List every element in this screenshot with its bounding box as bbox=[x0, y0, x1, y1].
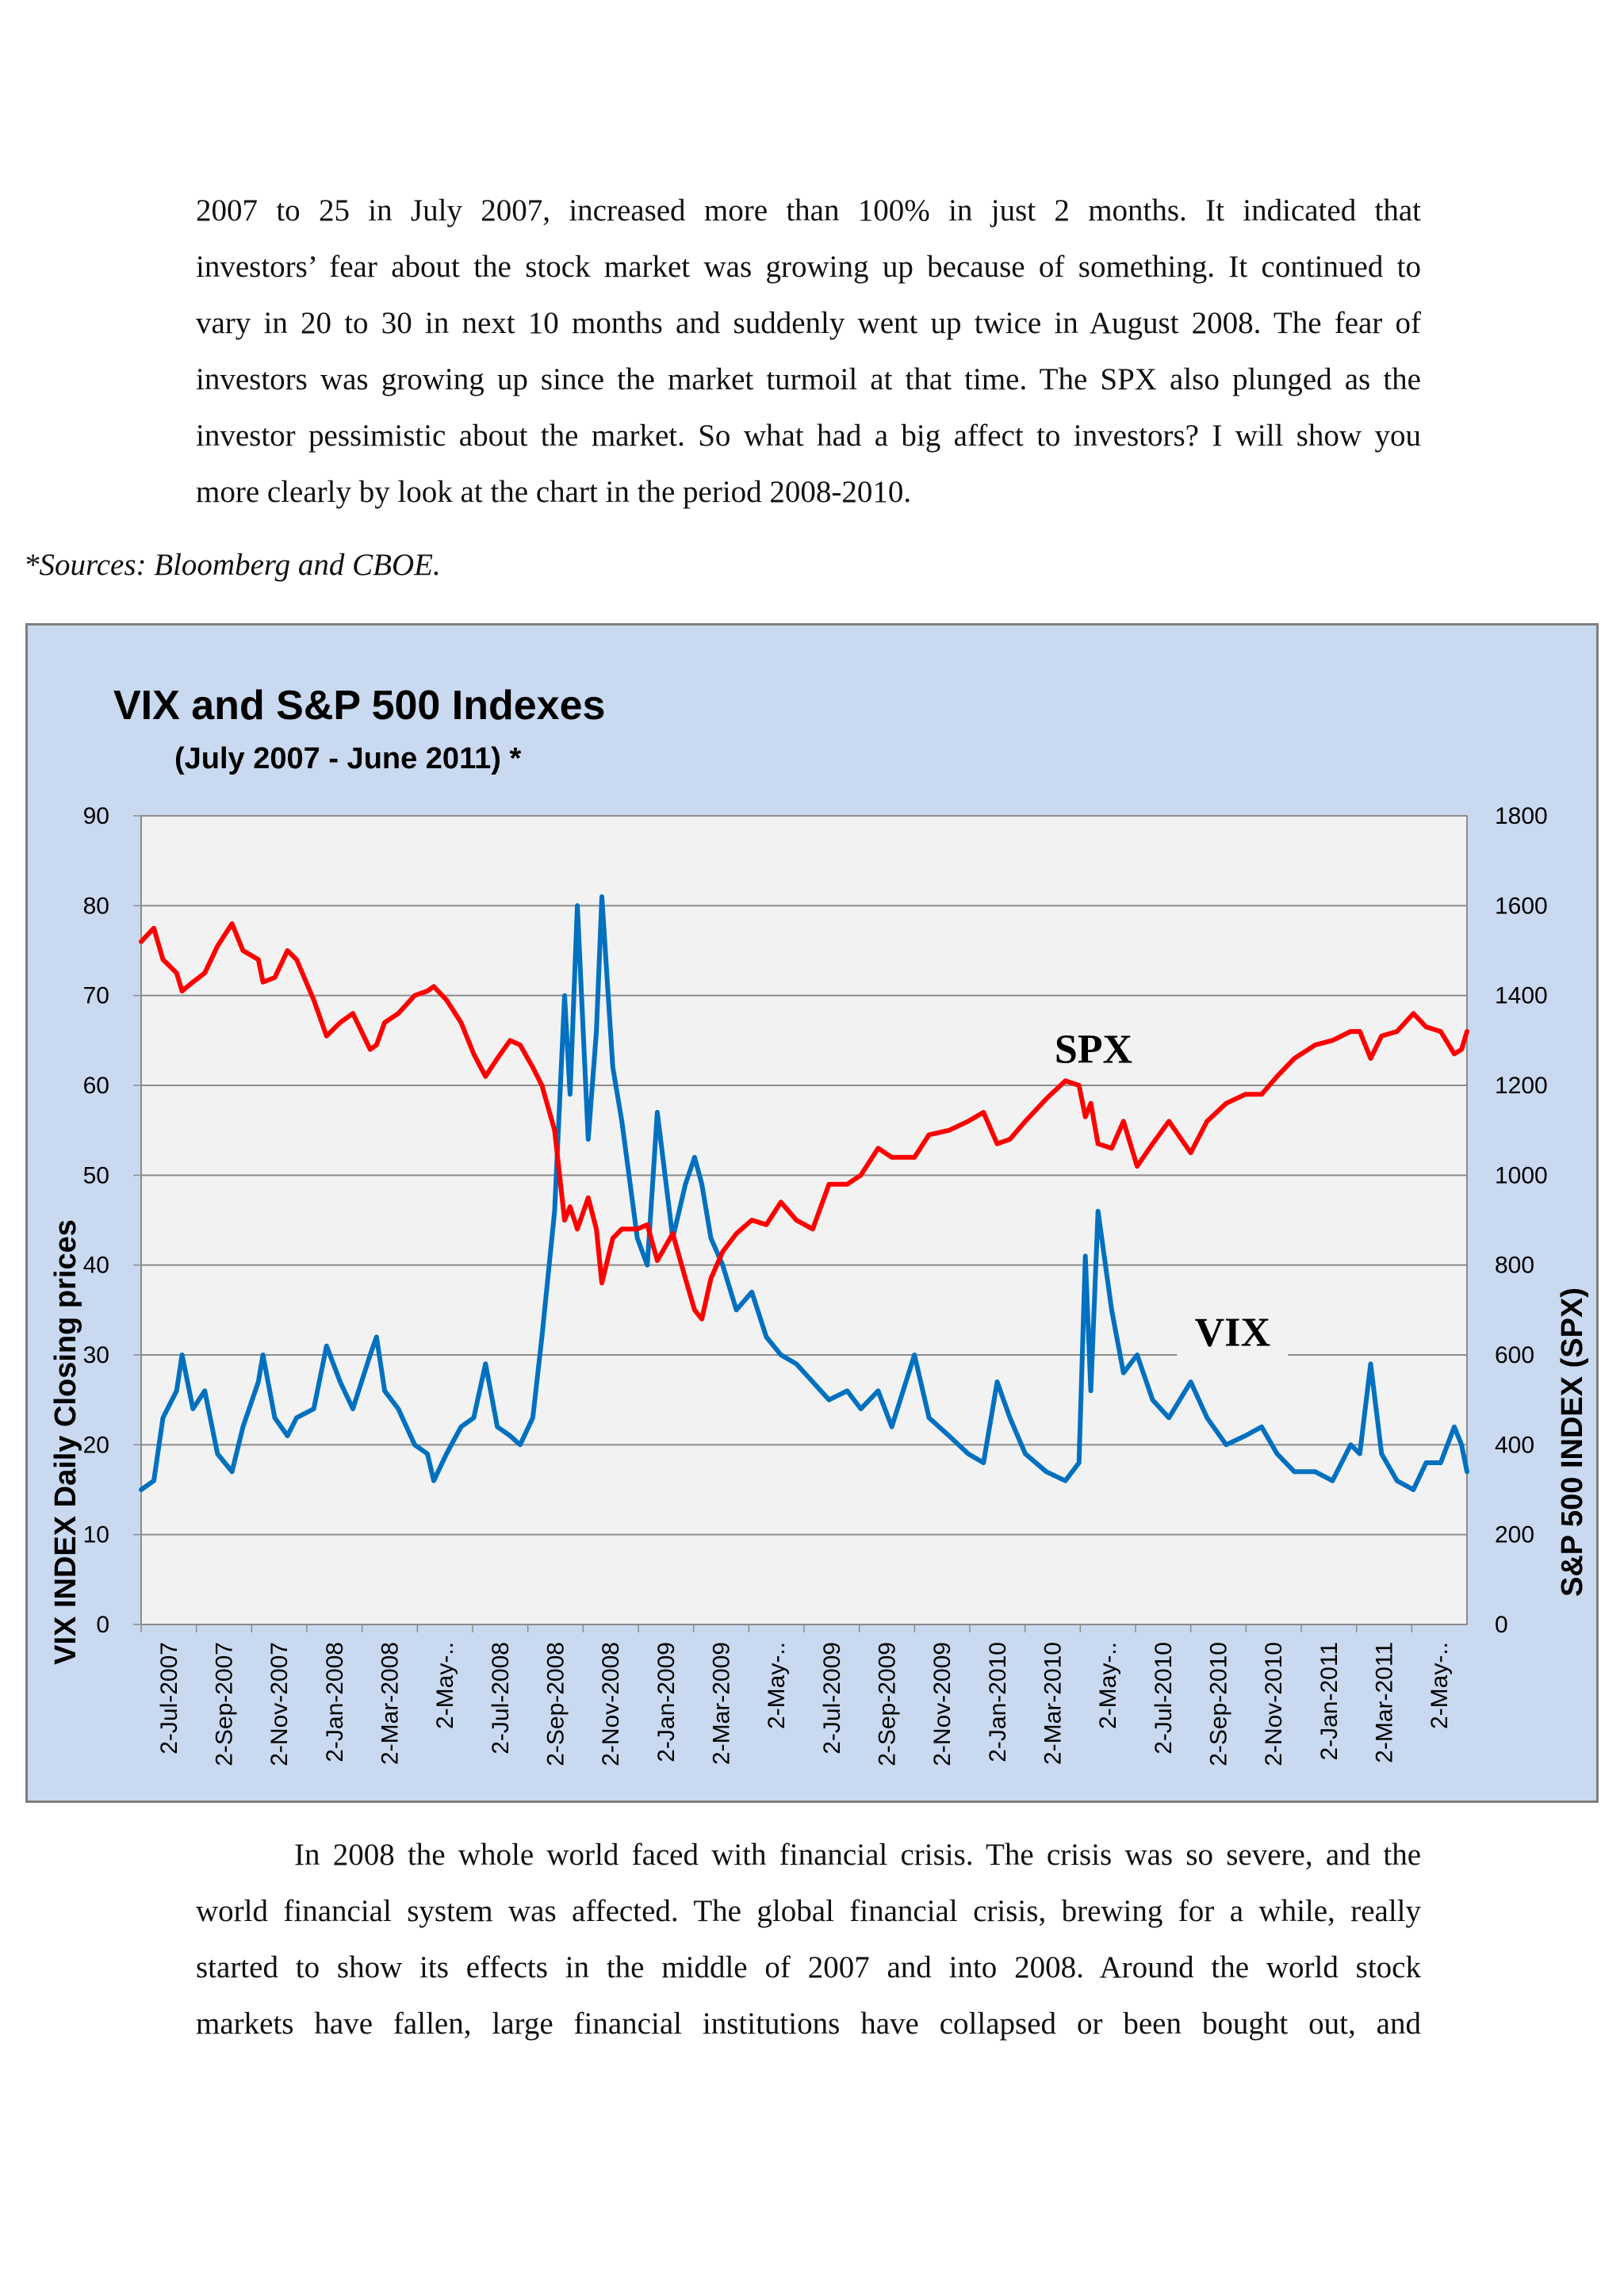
y-tick-label-left: 90 bbox=[83, 803, 109, 829]
x-tick-label: 2-Sep-2008 bbox=[543, 1642, 569, 1766]
x-tick-label: 2-Jul-2008 bbox=[488, 1642, 514, 1755]
y-tick-label-right: 0 bbox=[1495, 1612, 1508, 1638]
series-line-spx bbox=[139, 921, 1469, 1322]
chart: VIX and S&P 500 Indexes (July 2007 - Jun… bbox=[49, 683, 1589, 1766]
y-tick-label-right: 200 bbox=[1495, 1522, 1534, 1548]
y-tick-label-left: 70 bbox=[83, 983, 109, 1009]
annotation-background bbox=[1177, 1310, 1289, 1358]
text-line: vary in 20 to 30 in next 10 months and s… bbox=[196, 306, 1421, 340]
x-tick-label: 2-Jan-2011 bbox=[1316, 1642, 1342, 1761]
y-tick-label-left: 80 bbox=[83, 893, 109, 919]
text-line: more clearly by look at the chart in the… bbox=[196, 475, 912, 509]
x-tick-label: 2-May-.. bbox=[764, 1642, 790, 1729]
x-tick-label: 2-Mar-2010 bbox=[1040, 1642, 1067, 1765]
x-tick-label: 2-Mar-2008 bbox=[377, 1642, 404, 1765]
text-line: investor pessimistic about the market. S… bbox=[196, 419, 1421, 453]
y-tick-label-right: 1400 bbox=[1495, 983, 1548, 1009]
annotation-label: SPX bbox=[1055, 1027, 1132, 1073]
source-note: *Sources: Bloomberg and CBOE. bbox=[24, 548, 441, 582]
x-tick-label: 2-Jan-2008 bbox=[322, 1642, 348, 1762]
chart-subtitle: (July 2007 - June 2011) * bbox=[174, 742, 521, 775]
chart-title: VIX and S&P 500 Indexes bbox=[113, 683, 605, 729]
x-tick-label: 2-Nov-2008 bbox=[598, 1642, 624, 1766]
text-line: In 2008 the whole world faced with finan… bbox=[294, 1838, 1421, 1872]
x-tick-label: 2-Jan-2010 bbox=[985, 1642, 1011, 1762]
y-tick-label-right: 600 bbox=[1495, 1342, 1534, 1368]
text-line: investors’ fear about the stock market w… bbox=[196, 250, 1421, 284]
x-tick-label: 2-Nov-2007 bbox=[266, 1642, 293, 1766]
y-tick-label-right: 1600 bbox=[1495, 893, 1548, 919]
plot-area: 0 0 10 200 20 400 30 600 40 800 50 1000 60 1200 70 1400… bbox=[83, 803, 1548, 1766]
x-tick-label: 2-May-.. bbox=[432, 1642, 458, 1729]
y-tick-label-left: 60 bbox=[83, 1073, 109, 1099]
x-tick-label: 2-Sep-2009 bbox=[875, 1642, 901, 1766]
y-tick-label-left: 0 bbox=[96, 1612, 109, 1638]
y-tick-label-right: 1800 bbox=[1495, 803, 1548, 829]
text-line: started to show its effects in the middl… bbox=[196, 1950, 1421, 1984]
x-tick-label: 2-Jul-2010 bbox=[1151, 1642, 1177, 1755]
y-axis-label-left: VIX INDEX Daily Closing prices bbox=[49, 1219, 82, 1665]
x-tick-label: 2-May-.. bbox=[1095, 1642, 1121, 1729]
y-tick-label-left: 10 bbox=[83, 1522, 109, 1548]
y-tick-label-right: 800 bbox=[1495, 1253, 1534, 1279]
y-axis-label-right: S&P 500 INDEX (SPX) bbox=[1556, 1288, 1589, 1597]
chart-frame: VIX and S&P 500 Indexes (July 2007 - Jun… bbox=[25, 623, 1599, 1803]
x-tick-label: 2-Sep-2010 bbox=[1206, 1642, 1232, 1766]
series-line-vix bbox=[139, 894, 1469, 1492]
annotation-background bbox=[1037, 1027, 1149, 1075]
text-line: world financial system was affected. The… bbox=[196, 1894, 1421, 1928]
plot-background bbox=[140, 815, 1468, 1625]
x-tick-label: 2-Jul-2007 bbox=[156, 1642, 182, 1755]
annotation-label: VIX bbox=[1195, 1311, 1270, 1356]
text-line: 2007 to 25 in July 2007, increased more … bbox=[196, 193, 1421, 228]
x-tick-label: 2-Sep-2007 bbox=[212, 1642, 238, 1766]
paragraph-top: 2007 to 25 in July 2007, increased more … bbox=[196, 182, 1421, 520]
x-tick-label: 2-Nov-2010 bbox=[1261, 1642, 1287, 1766]
x-tick-label: 2-Mar-2011 bbox=[1372, 1642, 1398, 1763]
text-line: markets have fallen, large financial ins… bbox=[196, 2007, 1421, 2041]
y-tick-label-right: 400 bbox=[1495, 1432, 1534, 1458]
x-tick-label: 2-Nov-2009 bbox=[929, 1642, 956, 1766]
x-tick-label: 2-Mar-2009 bbox=[709, 1642, 735, 1765]
y-tick-label-right: 1000 bbox=[1495, 1162, 1548, 1188]
x-tick-label: 2-May-.. bbox=[1427, 1642, 1453, 1729]
x-tick-label: 2-Jan-2009 bbox=[653, 1642, 680, 1762]
x-tick-label: 2-Jul-2009 bbox=[819, 1642, 845, 1755]
y-tick-label-left: 50 bbox=[83, 1162, 109, 1188]
text-line: investors was growing up since the marke… bbox=[196, 362, 1421, 396]
y-tick-label-right: 1200 bbox=[1495, 1073, 1548, 1099]
y-tick-label-left: 40 bbox=[83, 1253, 109, 1279]
paragraph-bottom: In 2008 the whole world faced with finan… bbox=[196, 1827, 1421, 2052]
y-tick-label-left: 20 bbox=[83, 1432, 109, 1458]
y-tick-label-left: 30 bbox=[83, 1342, 109, 1368]
